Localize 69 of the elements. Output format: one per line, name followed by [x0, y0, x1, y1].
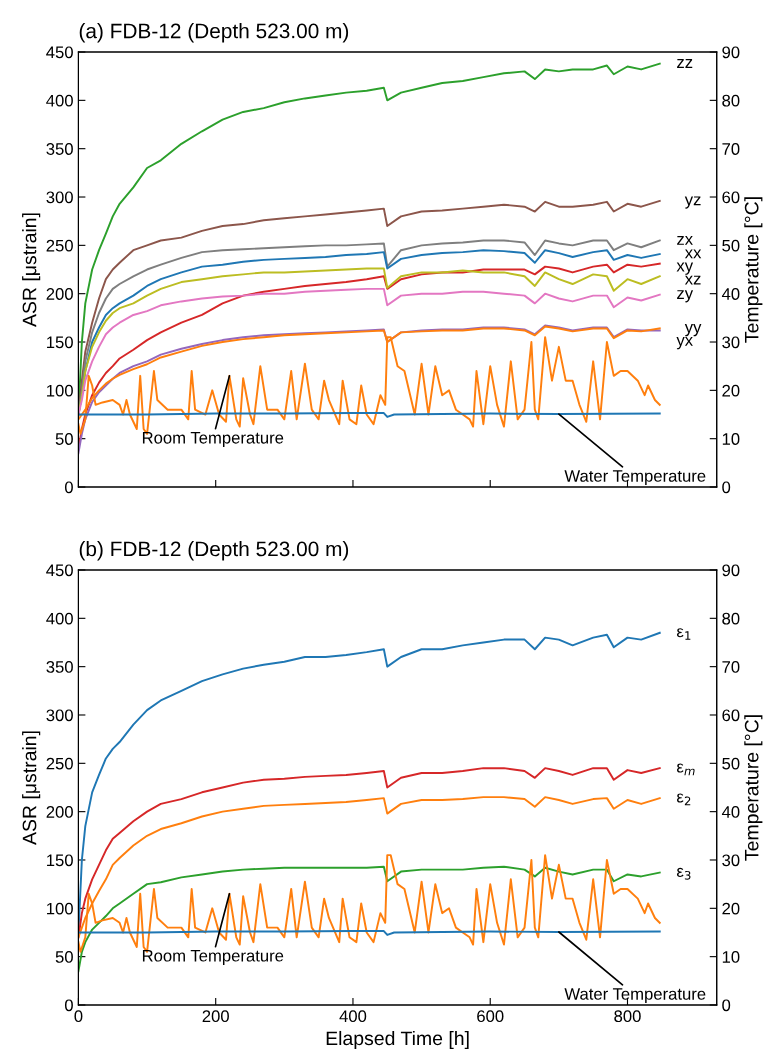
y2-tick-label: 40	[721, 288, 740, 300]
series-label: xy	[676, 262, 694, 275]
y2-tick-label: 50	[722, 757, 740, 770]
series-label: zy	[677, 290, 694, 303]
y2-tick-label: 80	[722, 612, 740, 625]
y2-tick-label: 80	[722, 94, 740, 107]
y-tick-label: 250	[46, 239, 73, 252]
y2-tick-label: 20	[722, 384, 740, 397]
y2-tick-label: 0	[722, 999, 731, 1012]
y-tick-label: 400	[46, 612, 73, 625]
y2-tick-label: 70	[722, 661, 740, 673]
y-tick-label: 50	[55, 433, 73, 445]
series-label: zz	[677, 59, 693, 68]
x-tick-label: 0	[74, 1010, 83, 1023]
series-label: Room Temperature	[142, 949, 284, 965]
y-tick-label: 350	[46, 661, 73, 673]
text: Water Temperature	[564, 988, 706, 1004]
y2-tick-label: 40	[721, 806, 740, 818]
y2-tick-label: 30	[722, 854, 740, 867]
y2-tick-label: 0	[722, 481, 731, 494]
y2-tick-label: 60	[722, 191, 740, 204]
series-label: yx	[676, 337, 693, 350]
y-tick-label: 150	[47, 336, 73, 349]
series-label: ε$_{1}$	[676, 628, 691, 640]
y-tick-label: 250	[46, 757, 73, 770]
y2-tick-label: 20	[722, 902, 740, 915]
chart-title: (b) FDB-12 (Depth 523.00 m)	[79, 541, 349, 561]
x-axis-title: Elapsed Time [h]	[326, 1030, 469, 1050]
y2-axis-title: Temperature [°C]	[744, 197, 763, 343]
y2-tick-label: 50	[722, 239, 740, 252]
x-tick-label: 200	[202, 1010, 229, 1023]
y-tick-label: 300	[46, 191, 73, 204]
y-tick-label: 200	[46, 806, 73, 818]
y-tick-label: 0	[64, 481, 73, 494]
y2-tick-label: 90	[722, 46, 740, 59]
series-label: ε$_{m}$	[676, 763, 695, 776]
series-label: ε$_{2}$	[676, 793, 691, 806]
y2-tick-label: 10	[722, 433, 740, 445]
y-tick-label: 450	[46, 564, 73, 577]
y-tick-label: 50	[55, 951, 73, 963]
y-tick-label: 350	[46, 143, 73, 155]
x-tick-label: 400	[339, 1010, 367, 1023]
x-tick-label: 800	[614, 1010, 641, 1023]
series-label: Room Temperature	[142, 432, 284, 447]
text: Water Temperature	[564, 470, 706, 486]
y-tick-label: 450	[46, 46, 73, 59]
y2-axis-title: Temperature [°C]	[744, 715, 763, 861]
y-tick-label: 400	[46, 94, 73, 107]
y-axis-title: ASR [μstrain]	[22, 213, 41, 327]
series-label: ε$_{3}$	[676, 867, 691, 880]
y-tick-label: 150	[47, 854, 73, 867]
series-label: zx	[677, 236, 693, 245]
y-tick-label: 200	[46, 288, 73, 300]
y2-tick-label: 60	[722, 709, 740, 722]
series-label: xx	[684, 249, 702, 259]
series-label: yz	[684, 196, 701, 209]
y-tick-label: 100	[47, 902, 73, 915]
series-label: yy	[684, 323, 702, 337]
y-axis-title: ASR [μstrain]	[22, 731, 41, 845]
y-tick-label: 100	[47, 384, 73, 397]
y-tick-label: 300	[46, 709, 73, 722]
y-tick-label: 0	[64, 999, 73, 1012]
y2-tick-label: 30	[722, 336, 740, 349]
x-tick-label: 600	[477, 1010, 504, 1023]
y2-tick-label: 10	[722, 951, 740, 963]
y2-tick-label: 90	[722, 564, 740, 577]
chart-title: (a) FDB-12 (Depth 523.00 m)	[79, 23, 349, 43]
y2-tick-label: 70	[722, 143, 740, 155]
series-label: xz	[684, 275, 701, 285]
